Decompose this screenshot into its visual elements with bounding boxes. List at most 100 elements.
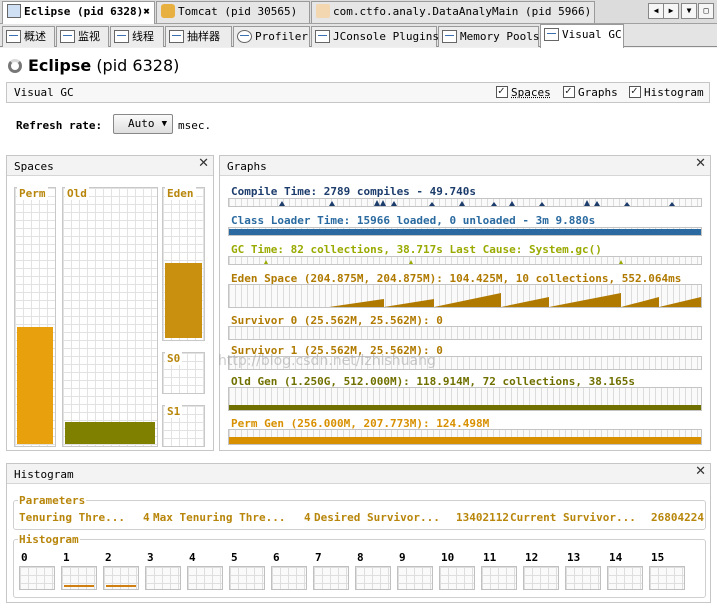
tab-label: JConsole Plugins [333, 30, 439, 43]
spaces-checkbox[interactable]: Spaces [496, 84, 551, 99]
tab-sampler[interactable]: 抽样器 [165, 26, 232, 47]
histogram-bin [187, 566, 223, 590]
tab-label: 抽样器 [187, 30, 220, 43]
document-tab-bar: Eclipse (pid 6328) ✖ Tomcat (pid 30565) … [0, 0, 717, 24]
doc-tab-label: Eclipse (pid 6328) [24, 5, 144, 18]
close-icon[interactable]: ✕ [695, 464, 706, 479]
eden-space: Eden [162, 187, 205, 341]
tab-threads[interactable]: 线程 [110, 26, 164, 47]
memory-icon [442, 30, 457, 43]
parameters-label: Parameters [18, 494, 87, 507]
histogram-bin [607, 566, 643, 590]
param-value: 4 [143, 511, 150, 524]
doc-tab-tomcat[interactable]: Tomcat (pid 30565) [156, 1, 310, 23]
plugin-icon [315, 30, 330, 43]
graph-gc-time: GC Time: 82 collections, 38.717s Last Ca… [228, 243, 702, 265]
refresh-rate-select[interactable]: Auto ▼ [113, 114, 173, 134]
histogram-bin-bar [106, 585, 136, 587]
spaces-panel: Spaces ✕ Perm Old Eden S0 S1 [6, 155, 214, 451]
space-label: S1 [165, 405, 183, 418]
refresh-rate-label: Refresh rate: [16, 119, 103, 132]
survivor-0-space: S0 [162, 352, 205, 394]
histogram-bin-label: 5 [231, 551, 238, 564]
tab-overview[interactable]: 概述 [2, 26, 55, 47]
histogram-bin [355, 566, 391, 590]
tab-memory-pools[interactable]: Memory Pools [438, 26, 539, 47]
histogram-bin-label: 0 [21, 551, 28, 564]
space-label: Old [65, 187, 89, 200]
doc-tab-eclipse[interactable]: Eclipse (pid 6328) ✖ [2, 1, 155, 24]
space-label: S0 [165, 352, 183, 365]
histogram-bin-label: 9 [399, 551, 406, 564]
histogram-bin-label: 14 [609, 551, 623, 564]
histogram-bin-label: 15 [651, 551, 665, 564]
cat-icon [161, 4, 175, 18]
compile-spikes [279, 200, 675, 206]
graph-track [228, 326, 702, 340]
graph-track [228, 356, 702, 370]
histogram-checkbox[interactable]: Histogram [629, 84, 704, 99]
tab-visual-gc[interactable]: Visual GC [540, 24, 624, 48]
doc-tab-label: Tomcat (pid 30565) [178, 5, 298, 18]
overview-icon [6, 30, 21, 43]
visual-gc-label: Visual GC [14, 86, 74, 99]
parameters-group: Parameters Tenuring Thre... 4 Max Tenuri… [13, 494, 706, 530]
param-label: Max Tenuring Thre... [153, 511, 286, 524]
graph-fill [229, 229, 701, 235]
histogram-bin-label: 2 [105, 551, 112, 564]
graph-title: Class Loader Time: 15966 loaded, 0 unloa… [231, 214, 596, 227]
tab-monitor[interactable]: 监视 [56, 26, 109, 47]
doc-tab-dataanaly[interactable]: com.ctfo.analy.DataAnalyMain (pid 5966) [311, 1, 595, 23]
param-label: Desired Survivor... [314, 511, 440, 524]
java-cup-icon [316, 4, 330, 18]
tab-label: Memory Pools [460, 30, 540, 43]
histogram-bin [481, 566, 517, 590]
close-icon[interactable]: ✕ [198, 156, 209, 171]
refresh-rate-value: Auto [128, 117, 155, 130]
histogram-label: Histogram [18, 533, 80, 546]
scroll-left-button[interactable]: ◀ [648, 3, 664, 19]
graph-title: Perm Gen (256.000M, 207.773M): 124.498M [231, 417, 490, 430]
histogram-panel-header: Histogram ✕ [7, 464, 710, 484]
graph-perm-gen: Perm Gen (256.000M, 207.773M): 124.498M [228, 417, 702, 445]
tab-profiler[interactable]: Profiler [233, 26, 310, 47]
histogram-bin [145, 566, 181, 590]
graphs-panel-header: Graphs ✕ [220, 156, 710, 176]
histogram-bin [103, 566, 139, 590]
close-icon[interactable]: ✕ [695, 156, 706, 171]
histogram-group: Histogram 0 1 2 3 4 5 6 7 8 9 10 11 12 13 14 15 [13, 533, 706, 598]
histogram-bin-label: 3 [147, 551, 154, 564]
visual-gc-icon [544, 28, 559, 41]
panel-title: Spaces [14, 160, 54, 173]
visual-gc-options-bar: Visual GC Spaces Graphs Histogram [6, 82, 710, 103]
graphs-checkbox[interactable]: Graphs [563, 84, 618, 99]
graph-title: Survivor 1 (25.562M, 25.562M): 0 [231, 344, 443, 357]
graph-title: Survivor 0 (25.562M, 25.562M): 0 [231, 314, 443, 327]
graph-track [228, 198, 702, 207]
monitor-icon [7, 4, 21, 18]
graph-track [228, 227, 702, 236]
param-value: 4 [304, 511, 311, 524]
param-label: Current Survivor... [510, 511, 636, 524]
checkbox-checked-icon [629, 84, 641, 98]
tab-jconsole-plugins[interactable]: JConsole Plugins [311, 26, 439, 47]
sampler-icon [169, 30, 184, 43]
graph-title: GC Time: 82 collections, 38.717s Last Ca… [231, 243, 602, 256]
checkbox-checked-icon [563, 84, 575, 98]
watermark-text: http://blog.csdn.net/lzhishuang [218, 353, 436, 369]
graph-track [228, 284, 702, 308]
graph-eden-space: Eden Space (204.875M, 204.875M): 104.425… [228, 272, 702, 308]
threads-icon [114, 30, 129, 43]
graph-track [228, 429, 702, 445]
tab-list-button[interactable]: ▼ [681, 3, 697, 19]
histogram-bin-label: 10 [441, 551, 455, 564]
scroll-right-button[interactable]: ▶ [663, 3, 679, 19]
histogram-bin [649, 566, 685, 590]
tab-label: Visual GC [562, 28, 622, 41]
histogram-bin-label: 7 [315, 551, 322, 564]
histogram-bin [439, 566, 475, 590]
space-label: Eden [165, 187, 196, 200]
maximize-button[interactable]: □ [698, 3, 714, 19]
histogram-bin [313, 566, 349, 590]
close-icon[interactable]: ✖ [143, 5, 150, 18]
